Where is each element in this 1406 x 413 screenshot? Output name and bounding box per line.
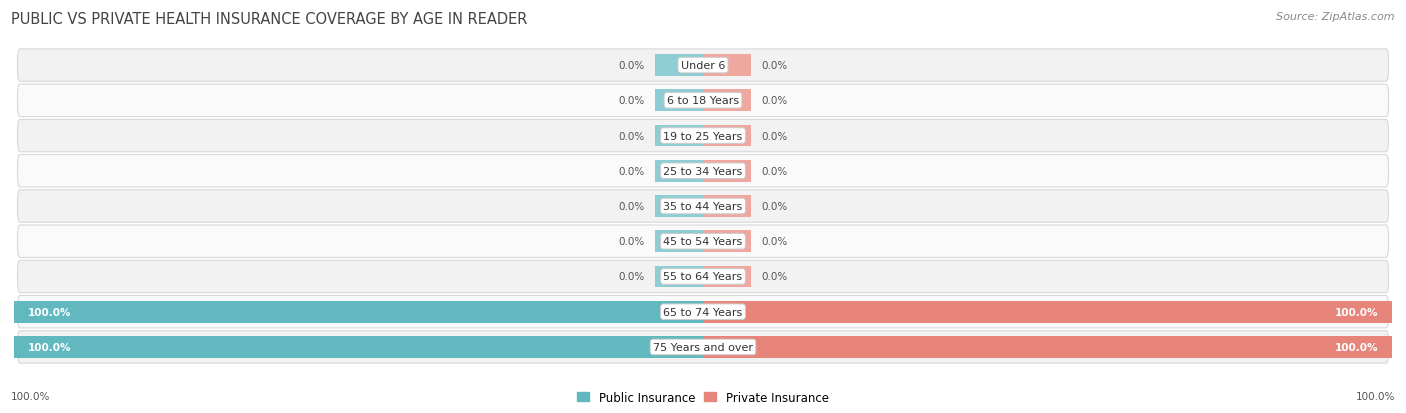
Bar [655, 266, 703, 288]
Text: 0.0%: 0.0% [762, 202, 787, 211]
FancyBboxPatch shape [17, 261, 1389, 293]
Text: 100.0%: 100.0% [1334, 307, 1378, 317]
Text: Source: ZipAtlas.com: Source: ZipAtlas.com [1277, 12, 1395, 22]
Text: 0.0%: 0.0% [619, 131, 644, 141]
Text: 100.0%: 100.0% [28, 307, 72, 317]
Text: 0.0%: 0.0% [762, 272, 787, 282]
Bar [703, 55, 751, 77]
Bar [703, 231, 751, 252]
Text: 0.0%: 0.0% [619, 237, 644, 247]
FancyBboxPatch shape [17, 85, 1389, 117]
Bar [14, 336, 703, 358]
Text: 75 Years and over: 75 Years and over [652, 342, 754, 352]
FancyBboxPatch shape [17, 120, 1389, 152]
Text: 100.0%: 100.0% [11, 391, 51, 401]
Text: PUBLIC VS PRIVATE HEALTH INSURANCE COVERAGE BY AGE IN READER: PUBLIC VS PRIVATE HEALTH INSURANCE COVER… [11, 12, 527, 27]
FancyBboxPatch shape [17, 331, 1389, 363]
Text: 35 to 44 Years: 35 to 44 Years [664, 202, 742, 211]
FancyBboxPatch shape [17, 190, 1389, 223]
FancyBboxPatch shape [17, 296, 1389, 328]
Bar [703, 161, 751, 182]
Bar [655, 125, 703, 147]
Text: 0.0%: 0.0% [762, 61, 787, 71]
Text: 0.0%: 0.0% [762, 166, 787, 176]
Bar [655, 231, 703, 252]
Text: 0.0%: 0.0% [619, 272, 644, 282]
Text: 100.0%: 100.0% [1334, 342, 1378, 352]
Bar [655, 161, 703, 182]
Text: 45 to 54 Years: 45 to 54 Years [664, 237, 742, 247]
Text: 6 to 18 Years: 6 to 18 Years [666, 96, 740, 106]
Bar [655, 55, 703, 77]
Text: 0.0%: 0.0% [762, 96, 787, 106]
Text: 0.0%: 0.0% [619, 61, 644, 71]
Text: 0.0%: 0.0% [619, 166, 644, 176]
Bar [655, 90, 703, 112]
Bar [703, 90, 751, 112]
Text: 25 to 34 Years: 25 to 34 Years [664, 166, 742, 176]
Bar [14, 301, 703, 323]
FancyBboxPatch shape [17, 155, 1389, 188]
Text: Under 6: Under 6 [681, 61, 725, 71]
Bar [703, 336, 1392, 358]
Text: 0.0%: 0.0% [619, 96, 644, 106]
Text: 19 to 25 Years: 19 to 25 Years [664, 131, 742, 141]
Bar [703, 125, 751, 147]
Text: 0.0%: 0.0% [619, 202, 644, 211]
Legend: Public Insurance, Private Insurance: Public Insurance, Private Insurance [572, 387, 834, 409]
Bar [703, 301, 1392, 323]
FancyBboxPatch shape [17, 50, 1389, 82]
Bar [655, 196, 703, 217]
Text: 100.0%: 100.0% [1355, 391, 1395, 401]
Bar [703, 196, 751, 217]
FancyBboxPatch shape [17, 225, 1389, 258]
Text: 0.0%: 0.0% [762, 131, 787, 141]
Text: 65 to 74 Years: 65 to 74 Years [664, 307, 742, 317]
Text: 0.0%: 0.0% [762, 237, 787, 247]
Bar [703, 266, 751, 288]
Text: 100.0%: 100.0% [28, 342, 72, 352]
Text: 55 to 64 Years: 55 to 64 Years [664, 272, 742, 282]
